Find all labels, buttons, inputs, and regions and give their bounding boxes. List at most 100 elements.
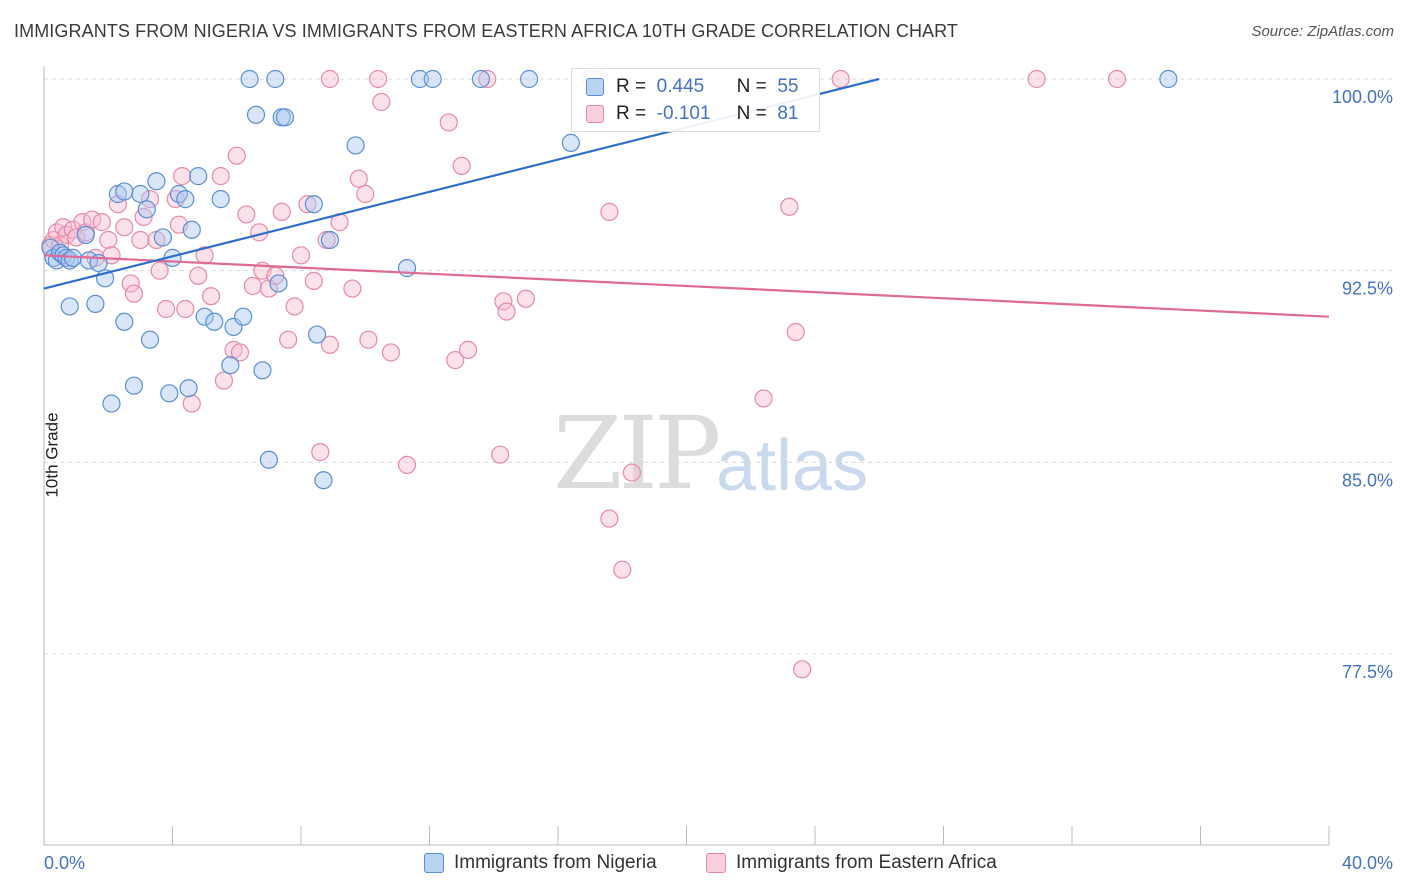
- nigeria-point: [253, 361, 272, 380]
- eastern-africa-point: [397, 455, 417, 474]
- eastern-africa-swatch-icon: [586, 105, 604, 123]
- eastern-africa-point: [831, 69, 850, 89]
- chart-title: IMMIGRANTS FROM NIGERIA VS IMMIGRANTS FR…: [14, 21, 959, 41]
- eastern-africa-point: [176, 299, 195, 319]
- eastern-africa-point: [182, 394, 201, 413]
- legend-n-value: 81: [777, 103, 799, 124]
- correlation-legend: R = 0.445 N = 55 R = -0.101 N = 81: [571, 68, 820, 132]
- eastern-africa-point: [189, 266, 208, 285]
- eastern-africa-point: [356, 184, 375, 204]
- eastern-africa-point: [458, 340, 478, 359]
- y-tick-label: 92.5%: [1342, 279, 1393, 299]
- nigeria-point: [115, 312, 134, 331]
- watermark-zip: ZIP: [553, 395, 721, 512]
- nigeria-point: [320, 230, 340, 250]
- nigeria-point: [60, 297, 79, 316]
- nigeria-point: [423, 69, 442, 89]
- legend-r-label: R =: [616, 76, 647, 97]
- nigeria-point: [1159, 69, 1178, 89]
- eastern-africa-point: [754, 389, 773, 408]
- legend-r-value: -0.101: [656, 103, 711, 124]
- nigeria-point: [160, 384, 179, 403]
- eastern-africa-point: [369, 69, 388, 89]
- eastern-africa-point: [230, 343, 250, 362]
- eastern-africa-point: [211, 167, 230, 186]
- nigeria-point: [153, 228, 172, 247]
- nigeria-point: [211, 190, 230, 209]
- legend-item-nigeria: Immigrants from Nigeria: [424, 852, 657, 874]
- eastern-africa-point: [439, 113, 458, 132]
- eastern-africa-point: [140, 190, 160, 209]
- nigeria-point: [314, 471, 333, 490]
- eastern-africa-point: [99, 230, 118, 250]
- nigeria-point: [410, 69, 429, 89]
- eastern-africa-point: [320, 69, 340, 89]
- nigeria-point: [86, 294, 105, 313]
- eastern-africa-point: [497, 302, 516, 321]
- x-tick-label: 0.0%: [44, 853, 85, 873]
- eastern-africa-point: [600, 509, 619, 528]
- nigeria-point: [131, 184, 150, 204]
- eastern-africa-point: [173, 167, 192, 186]
- nigeria-point: [179, 379, 198, 398]
- eastern-africa-point: [780, 197, 799, 216]
- y-tick-label: 77.5%: [1342, 662, 1393, 682]
- nigeria-point: [195, 307, 214, 326]
- nigeria-point: [304, 195, 323, 214]
- eastern-africa-point: [121, 274, 140, 293]
- eastern-africa-point: [227, 146, 246, 165]
- nigeria-point: [76, 225, 95, 244]
- eastern-africa-point: [214, 371, 233, 390]
- nigeria-point: [140, 330, 160, 349]
- eastern-africa-point: [237, 205, 256, 224]
- nigeria-point: [471, 69, 490, 89]
- eastern-africa-point: [793, 660, 812, 679]
- series-nigeria-points: [41, 69, 1178, 490]
- eastern-africa-point: [285, 297, 304, 316]
- legend-r-label: R =: [616, 103, 647, 124]
- legend-label-eastern-africa: Immigrants from Eastern Africa: [736, 852, 997, 873]
- gridlines: [44, 78, 1392, 655]
- y-tick-label: 85.0%: [1342, 470, 1393, 490]
- eastern-africa-point: [613, 560, 632, 579]
- nigeria-point: [266, 69, 285, 89]
- nigeria-point: [275, 108, 295, 127]
- nigeria-point: [221, 356, 240, 375]
- eastern-africa-point: [291, 246, 311, 265]
- nigeria-point: [124, 376, 144, 395]
- eastern-africa-point: [1107, 69, 1127, 89]
- nigeria-point: [397, 259, 417, 278]
- nigeria-point: [519, 69, 539, 89]
- nigeria-point: [269, 274, 288, 293]
- eastern-africa-point: [156, 299, 176, 319]
- eastern-africa-point: [349, 169, 368, 188]
- eastern-africa-point: [115, 218, 134, 237]
- legend-item-eastern-africa: Immigrants from Eastern Africa: [706, 852, 997, 874]
- eastern-africa-point: [359, 330, 378, 349]
- nigeria-point: [205, 312, 224, 331]
- series-legend: Immigrants from Nigeria Immigrants from …: [0, 852, 1406, 878]
- eastern-africa-point: [1027, 69, 1046, 89]
- eastern-africa-point: [600, 202, 619, 221]
- legend-n-label: N =: [736, 103, 767, 124]
- nigeria-swatch-icon: [586, 78, 604, 96]
- nigeria-point: [307, 325, 327, 344]
- eastern-africa-point: [452, 156, 471, 175]
- eastern-africa-point: [272, 202, 291, 221]
- nigeria-point: [346, 136, 365, 155]
- y-tick-label: 100.0%: [1332, 87, 1393, 107]
- eastern-africa-point: [311, 443, 330, 462]
- eastern-africa-point: [478, 69, 497, 89]
- legend-label-nigeria: Immigrants from Nigeria: [454, 852, 657, 873]
- eastern-africa-point: [446, 351, 465, 370]
- legend-row-nigeria: R = 0.445 N = 55: [586, 74, 798, 100]
- eastern-africa-point: [786, 322, 805, 342]
- x-tick-label: 40.0%: [1342, 853, 1393, 873]
- series-eastern-africa-points: [41, 69, 1127, 679]
- eastern-africa-point: [201, 287, 221, 306]
- eastern-africa-point: [298, 195, 317, 214]
- nigeria-point: [561, 133, 580, 152]
- eastern-africa-point: [381, 343, 401, 362]
- eastern-africa-point: [279, 330, 298, 349]
